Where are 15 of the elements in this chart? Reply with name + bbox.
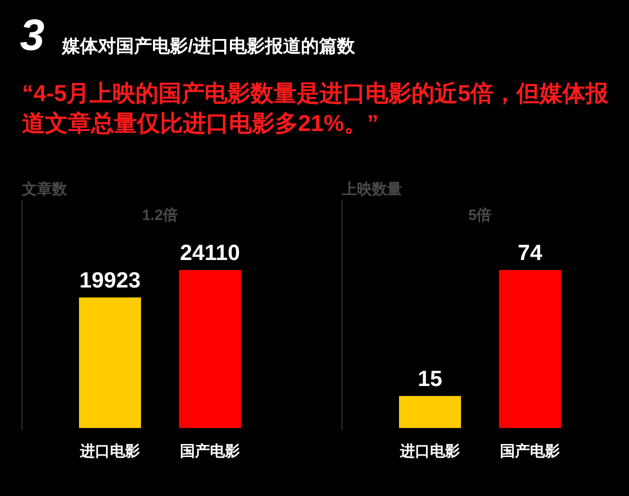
data-label: 15 [418, 366, 442, 391]
x-tick-label: 进口电影 [79, 443, 140, 460]
text: 3 [20, 11, 44, 60]
data-label: 19923 [79, 267, 141, 292]
chart-subtitle: 5倍 [468, 207, 492, 224]
y-axis-title: 上映数量 [341, 181, 402, 198]
data-label: 24110 [180, 240, 240, 265]
y-axis-title: 文章数 [21, 180, 68, 198]
x-tick-label: 进口电影 [399, 443, 460, 460]
chart-subtitle: 1.2倍 [142, 207, 178, 224]
chart-title: 媒体对国产电影/进口电影报道的篇数 [62, 35, 356, 58]
x-tick-label: 国产电影 [500, 443, 560, 460]
text: “4-5月上映的国产电影数量是进口电影的近5倍，但媒体报道文章总量仅比进口电影多21%。” [22, 79, 610, 138]
x-tick-label: 国产电影 [180, 443, 240, 460]
data-label: 74 [518, 240, 543, 265]
